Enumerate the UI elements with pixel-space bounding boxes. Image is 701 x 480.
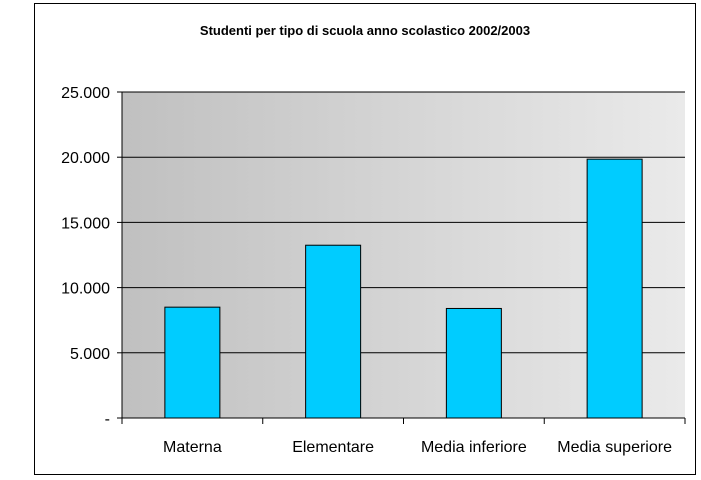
bar-elementare — [305, 244, 362, 419]
x-tick-label: Elementare — [292, 439, 374, 456]
chart-container: Studenti per tipo di scuola anno scolast… — [34, 3, 696, 475]
chart-title: Studenti per tipo di scuola anno scolast… — [200, 23, 530, 38]
bar-materna — [164, 306, 221, 419]
bar-chart: Studenti per tipo di scuola anno scolast… — [61, 23, 686, 456]
y-tick-label: 15.000 — [61, 215, 110, 232]
x-tick-label: Media superiore — [557, 439, 672, 456]
y-tick-label: 10.000 — [61, 281, 110, 298]
y-tick-label: 25.000 — [61, 85, 110, 102]
x-tick-label: Media inferiore — [421, 439, 527, 456]
tick-labels: - 5.000 10.000 15.000 20.000 25.000 Materna Ele… — [61, 85, 672, 456]
bar-media-inferiore — [445, 307, 502, 419]
y-tick-label: 20.000 — [61, 150, 110, 167]
bar-media-superiore — [586, 158, 643, 419]
y-tick-label: 5.000 — [70, 346, 110, 363]
x-tick-label: Materna — [163, 439, 222, 456]
bars — [164, 158, 643, 419]
y-tick-label: - — [105, 411, 110, 428]
axes — [117, 91, 686, 424]
